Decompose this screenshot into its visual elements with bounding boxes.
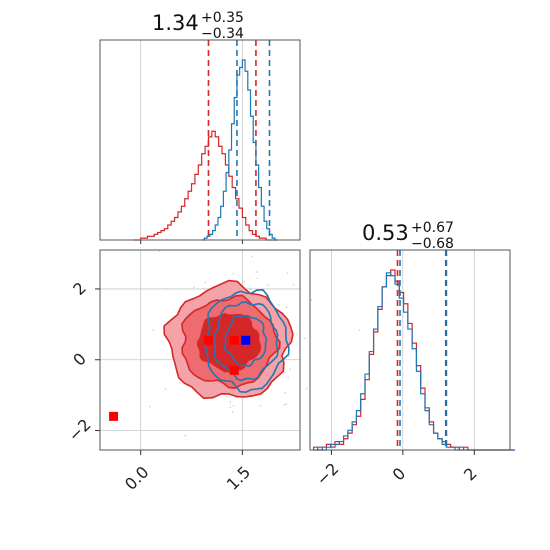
joint-sample-point	[287, 376, 290, 379]
param1-series	[133, 40, 278, 241]
panel2-series-red-step	[312, 269, 515, 451]
joint-sample-point	[202, 287, 205, 290]
joint-frame	[99, 249, 301, 451]
joint-sample-point	[259, 404, 262, 407]
joint-markers	[109, 335, 251, 421]
joint-sample-point	[192, 286, 195, 289]
joint-sample-point	[256, 277, 259, 280]
joint-sample-point	[304, 337, 306, 340]
joint-sample-point	[284, 391, 286, 394]
joint-ytick-label-0: −2	[65, 415, 95, 445]
joint-sample-point	[149, 405, 152, 408]
joint-sample-point	[285, 403, 288, 405]
param2-x-ticks: −2 0 2	[312, 450, 481, 489]
param2-title-value: 0.53	[362, 221, 409, 245]
joint-sample-point	[164, 388, 167, 390]
param2-series	[312, 250, 515, 451]
joint-sample-point	[305, 387, 308, 390]
joint-sample-point	[164, 287, 167, 290]
param2-xtick-label-0: −2	[312, 459, 342, 489]
param2-title-minus: −0.68	[411, 236, 454, 252]
joint-sample-point	[226, 395, 229, 398]
joint-sample-point	[286, 272, 289, 274]
joint-marker-0	[203, 335, 213, 345]
param1-gridlines	[140, 40, 243, 244]
joint-sample-point	[232, 272, 235, 275]
panel1-series-blue-step	[201, 59, 278, 241]
joint-marker-1	[229, 335, 239, 345]
joint-ytick-label-2: 2	[69, 278, 90, 299]
joint-marker-4	[109, 411, 119, 421]
joint-sample-point	[278, 304, 280, 306]
joint-sample-point	[283, 371, 286, 374]
param2-frame	[309, 249, 511, 451]
joint-sample-point	[204, 281, 207, 284]
joint-sample-point	[249, 288, 252, 291]
joint-contours	[163, 279, 294, 400]
joint-marker-3	[241, 335, 251, 345]
param2-xtick-label-1: 0	[389, 464, 410, 485]
param2-title-plus: +0.67	[411, 220, 454, 236]
joint-xtick-label-1: 1.5	[223, 462, 254, 493]
param1-hist-panel: 1.34 +0.35 −0.34	[99, 10, 301, 244]
panel1-series-red-step	[133, 130, 277, 241]
joint-sample-point	[158, 250, 161, 253]
param1-title-value: 1.34	[152, 11, 199, 35]
param2-gridlines	[331, 250, 475, 450]
joint-sample-point	[243, 280, 246, 283]
joint-sample-point	[184, 434, 187, 437]
joint-sample-point	[249, 287, 252, 290]
joint-sample-point	[229, 401, 232, 403]
joint-sample-point	[256, 271, 258, 273]
panel2-series-blue-step	[313, 272, 515, 451]
joint-xtick-label-0: 0.0	[121, 462, 152, 493]
joint-x-ticks: 0.0 1.5	[121, 450, 254, 494]
joint-sample-point	[231, 411, 234, 413]
joint-sample-point	[266, 284, 269, 286]
param2-xtick-label-2: 2	[460, 464, 481, 485]
joint-sample-point	[292, 283, 295, 286]
joint-sample-point	[289, 368, 291, 370]
joint-sample-point	[179, 381, 181, 384]
joint-marker-2	[229, 365, 239, 375]
joint-sample-point	[288, 355, 290, 358]
joint-blue-contour-2	[223, 314, 268, 367]
joint-sample-point	[285, 306, 288, 309]
param1-title-minus: −0.34	[201, 26, 244, 42]
joint-ytick-label-1: 0	[69, 349, 90, 370]
param1-title-plus: +0.35	[201, 10, 244, 26]
joint-sample-point	[210, 238, 213, 240]
joint-sample-point	[283, 403, 286, 406]
joint-y-ticks: −2 0 2	[65, 278, 100, 445]
joint-blue-contour-1	[212, 300, 279, 382]
joint-sample-point	[232, 404, 235, 407]
joint-sample-point	[152, 329, 155, 332]
joint-sample-point	[310, 299, 313, 301]
joint-sample-point	[229, 406, 232, 409]
joint-panel: 0.0 1.5 −2 0 2	[65, 238, 361, 494]
param1-frame	[99, 39, 301, 241]
joint-sample-point	[250, 255, 253, 258]
param2-hist-panel: 0.53 +0.67 −0.68 −2 0 2	[309, 220, 515, 489]
joint-sample-point	[358, 329, 361, 331]
